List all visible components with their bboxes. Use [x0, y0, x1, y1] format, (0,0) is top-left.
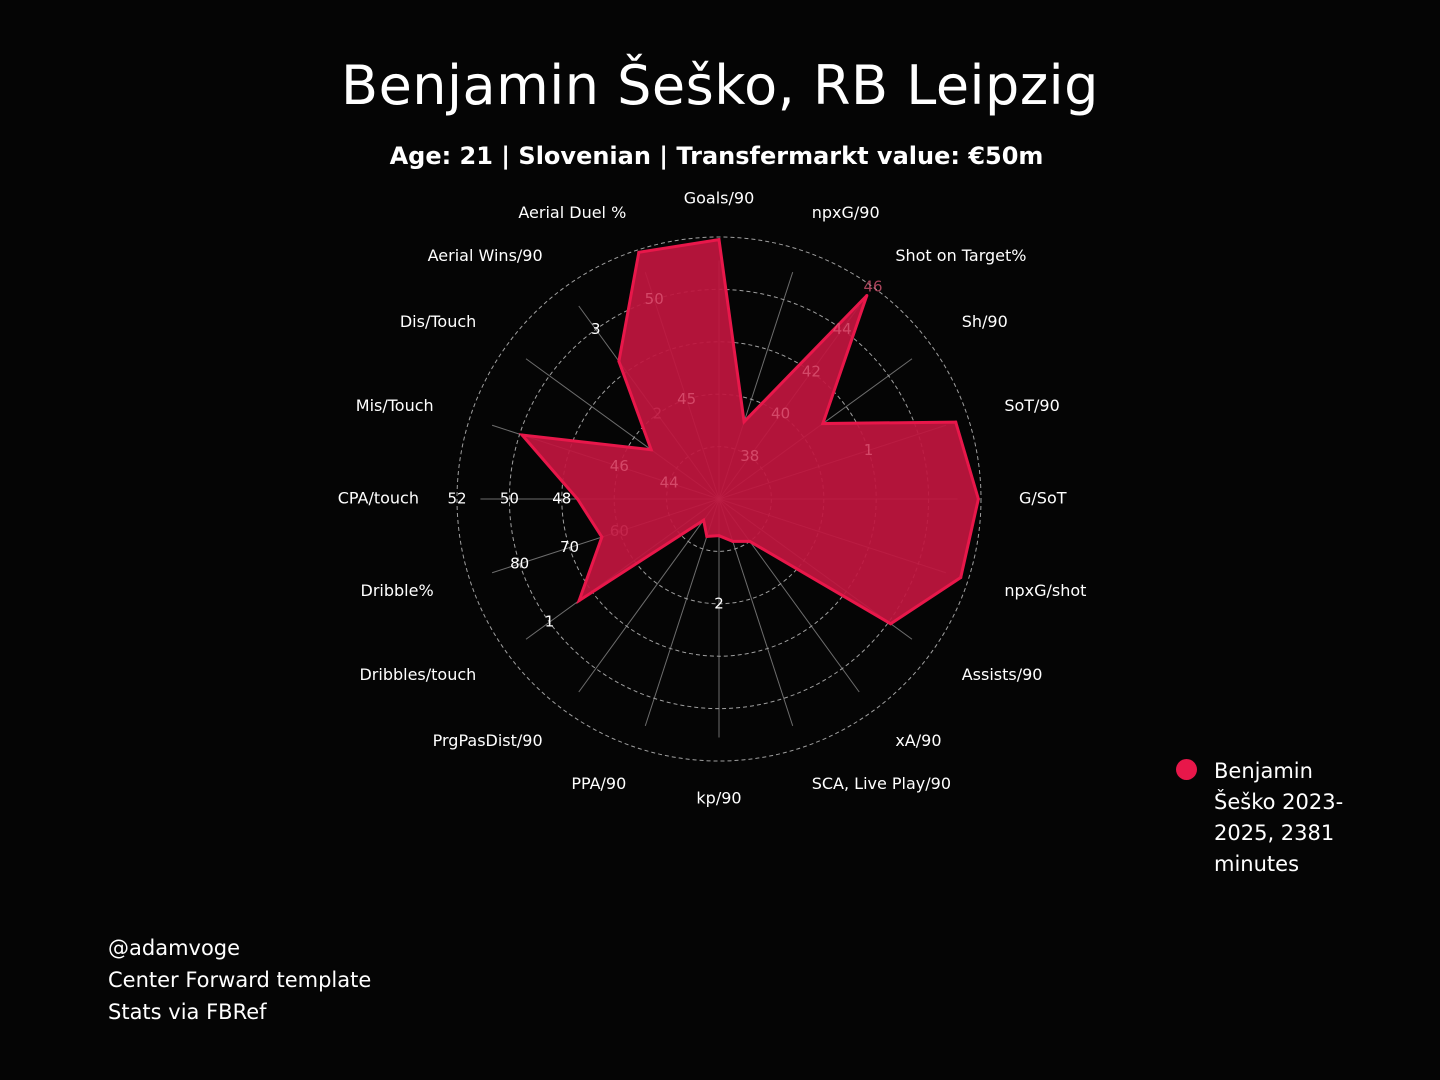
data-point	[731, 539, 735, 543]
series-area	[518, 237, 980, 626]
tick-label: 44	[833, 320, 852, 338]
tick-label: 46	[863, 278, 882, 296]
data-point	[577, 599, 581, 603]
tick-label: 40	[771, 405, 790, 423]
tick-label: 80	[510, 554, 529, 572]
data-point	[617, 359, 621, 363]
data-point	[576, 497, 580, 501]
tick-label: 70	[560, 538, 579, 556]
data-point	[705, 534, 709, 538]
axis-label: Goals/90	[684, 189, 755, 208]
axis-label: PPA/90	[571, 774, 626, 793]
data-point	[717, 238, 721, 242]
axis-label: CPA/touch	[338, 489, 419, 508]
data-point	[954, 420, 958, 424]
axis-label: npxG/shot	[1004, 581, 1086, 600]
tick-label: 45	[677, 390, 696, 408]
tick-label: 46	[610, 457, 629, 475]
axis-label: Aerial Duel %	[518, 203, 626, 222]
legend-marker	[1176, 759, 1197, 780]
axis-label: Aerial Wins/90	[428, 246, 543, 265]
data-point	[959, 576, 963, 580]
data-point	[821, 422, 825, 426]
data-point	[702, 518, 706, 522]
tick-label: 1	[545, 613, 555, 631]
tick-label: 1	[864, 441, 874, 459]
legend-label: Benjamin Šeško 2023-2025, 2381 minutes	[1214, 759, 1344, 876]
axis-label: SoT/90	[1004, 396, 1059, 415]
axis-spoke	[578, 498, 720, 693]
data-point	[748, 539, 752, 543]
data-point	[742, 420, 746, 424]
axis-label: Dis/Touch	[400, 312, 476, 331]
tick-label: 52	[447, 490, 466, 508]
axis-label: npxG/90	[812, 203, 880, 222]
tick-label: 2	[714, 594, 724, 612]
data-point	[717, 534, 721, 538]
axis-label: SCA, Live Play/90	[812, 774, 951, 793]
axis-label: PrgPasDist/90	[433, 731, 543, 750]
footer-source: Stats via FBRef	[108, 1000, 267, 1024]
tick-label: 50	[645, 290, 664, 308]
data-point	[865, 294, 869, 298]
chart-title: Benjamin Šeško, RB Leipzig	[341, 54, 1099, 117]
axis-label: xA/90	[895, 731, 941, 750]
footer-template: Center Forward template	[108, 968, 372, 992]
tick-label: 44	[660, 473, 679, 491]
data-point	[976, 497, 980, 501]
tick-label: 42	[802, 362, 821, 380]
data-point	[649, 448, 653, 452]
axis-label: kp/90	[696, 789, 741, 808]
tick-label: 50	[500, 490, 519, 508]
axis-label: Mis/Touch	[356, 396, 434, 415]
axis-label: Dribbles/touch	[359, 665, 476, 684]
data-point	[520, 433, 524, 437]
axis-label: Sh/90	[962, 312, 1008, 331]
axis-label: Shot on Target%	[895, 246, 1026, 265]
data-point	[889, 622, 893, 626]
data-point	[600, 535, 604, 539]
grid-ring	[456, 236, 982, 762]
footer-credits: @adamvoge Center Forward template Stats …	[108, 932, 371, 1028]
footer-author: @adamvoge	[108, 936, 241, 960]
tick-label: 48	[552, 490, 571, 508]
data-point	[637, 250, 641, 254]
tick-label: 38	[740, 447, 759, 465]
axis-label: Dribble%	[361, 581, 434, 600]
tick-label: 3	[591, 320, 601, 338]
axis-label: Assists/90	[962, 665, 1043, 684]
axis-label: G/SoT	[1019, 489, 1067, 508]
chart-subtitle: Age: 21 | Slovenian | Transfermarkt valu…	[389, 142, 1044, 170]
